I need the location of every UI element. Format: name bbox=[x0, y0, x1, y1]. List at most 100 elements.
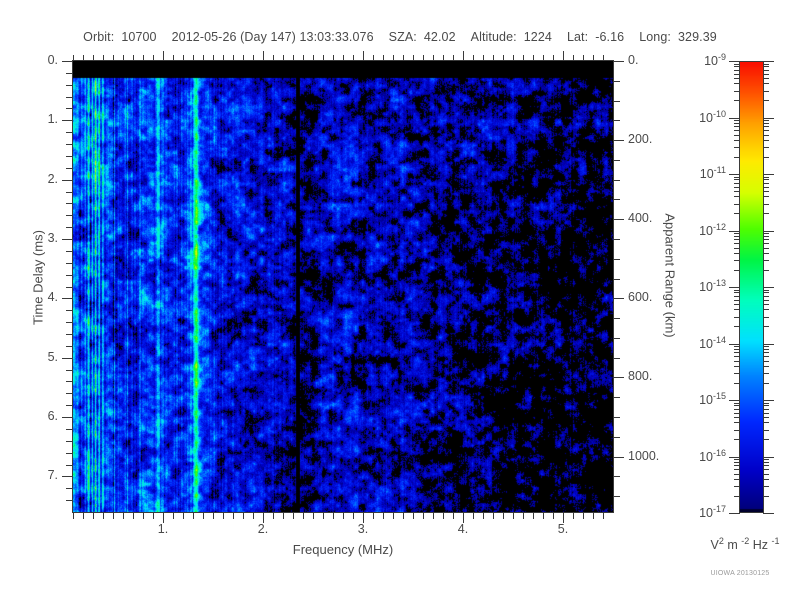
colorbar-tick-minor bbox=[763, 126, 769, 127]
colorbar-tick-label: 10-16 bbox=[699, 448, 726, 464]
y-left-tick-minor bbox=[66, 85, 72, 86]
colorbar-tick-minor bbox=[734, 405, 740, 406]
colorbar-tick-minor bbox=[734, 300, 740, 301]
colorbar-tick-minor bbox=[763, 66, 769, 67]
y-left-tick-major bbox=[62, 180, 72, 181]
y-right-tick-label: 400. bbox=[628, 211, 653, 225]
x-top-tick-minor bbox=[373, 55, 374, 60]
x-top-tick-minor bbox=[203, 55, 204, 60]
x-tick-major bbox=[263, 513, 264, 523]
x-top-tick-major bbox=[363, 51, 364, 60]
y-right-tick-major bbox=[614, 61, 624, 62]
longitude-value: 329.39 bbox=[677, 30, 717, 44]
units-hertz: Hz bbox=[749, 538, 772, 553]
colorbar-tick-minor bbox=[734, 479, 740, 480]
sza-value: 42.02 bbox=[423, 30, 456, 44]
x-tick-minor bbox=[353, 513, 354, 519]
x-tick-minor bbox=[273, 513, 274, 519]
x-tick-minor bbox=[293, 513, 294, 519]
colorbar-tick-minor bbox=[763, 304, 769, 305]
colorbar-tick-minor bbox=[734, 123, 740, 124]
colorbar-tick-minor bbox=[763, 248, 769, 249]
colorbar-tick-minor bbox=[763, 469, 769, 470]
x-tick-minor bbox=[433, 513, 434, 519]
colorbar-tick-major bbox=[729, 287, 740, 288]
y-left-tick-minor bbox=[66, 227, 72, 228]
y-left-tick-label: 6. bbox=[47, 409, 58, 423]
x-tick-minor bbox=[253, 513, 254, 519]
y-left-tick-minor bbox=[66, 97, 72, 98]
x-tick-minor bbox=[283, 513, 284, 519]
x-top-tick-minor bbox=[173, 55, 174, 60]
colorbar-tick-major bbox=[763, 457, 774, 458]
x-top-tick-minor bbox=[533, 55, 534, 60]
y-left-tick-minor bbox=[66, 429, 72, 430]
colorbar-tick-minor bbox=[763, 352, 769, 353]
y-right-tick-minor bbox=[614, 318, 620, 319]
x-top-tick-minor bbox=[353, 55, 354, 60]
colorbar-tick-minor bbox=[734, 243, 740, 244]
x-tick-minor bbox=[593, 513, 594, 519]
units-volts-exponent: 2 bbox=[718, 536, 724, 546]
colorbar-tick-minor bbox=[734, 296, 740, 297]
colorbar-tick-minor bbox=[734, 413, 740, 414]
colorbar-tick-minor bbox=[734, 74, 740, 75]
colorbar-tick-minor bbox=[763, 290, 769, 291]
colorbar-tick-minor bbox=[734, 309, 740, 310]
x-top-tick-minor bbox=[553, 55, 554, 60]
x-top-tick-minor bbox=[223, 55, 224, 60]
x-tick-minor bbox=[443, 513, 444, 519]
units-volts: V bbox=[710, 538, 719, 553]
y-left-tick-label: 4. bbox=[47, 290, 58, 304]
colorbar-tick-minor bbox=[734, 465, 740, 466]
colorbar-tick-minor bbox=[734, 422, 740, 423]
x-tick-label: 2. bbox=[257, 522, 269, 536]
y-left-tick-minor bbox=[66, 346, 72, 347]
colorbar-label-base: 10 bbox=[699, 393, 713, 408]
y-left-tick-minor bbox=[66, 310, 72, 311]
colorbar-tick-minor bbox=[763, 346, 769, 347]
x-top-tick-minor bbox=[583, 55, 584, 60]
y-left-tick-minor bbox=[66, 73, 72, 74]
y-right-tick-minor bbox=[614, 81, 620, 82]
colorbar-tick-minor bbox=[734, 183, 740, 184]
x-top-tick-minor bbox=[233, 55, 234, 60]
y-left-tick-major bbox=[62, 476, 72, 477]
x-tick-minor bbox=[373, 513, 374, 519]
colorbar-tick-minor bbox=[734, 270, 740, 271]
x-tick-minor bbox=[403, 513, 404, 519]
x-top-tick-minor bbox=[113, 55, 114, 60]
colorbar-tick-minor bbox=[734, 196, 740, 197]
orbit-label: Orbit: bbox=[83, 30, 115, 44]
colorbar-tick-minor bbox=[763, 70, 769, 71]
colorbar-tick-major bbox=[763, 231, 774, 232]
colorbar-tick-minor bbox=[734, 326, 740, 327]
x-tick-minor bbox=[233, 513, 234, 519]
colorbar-units-label: V2 m -2 Hz -1 bbox=[690, 536, 800, 552]
units-meters: m bbox=[723, 538, 742, 553]
colorbar-tick-minor bbox=[734, 486, 740, 487]
colorbar-tick-minor bbox=[763, 366, 769, 367]
y-right-tick-label: 600. bbox=[628, 290, 653, 304]
datetime-value: 2012-05-26 (Day 147) 13:03:33.076 bbox=[171, 30, 374, 44]
colorbar-tick-minor bbox=[734, 157, 740, 158]
x-tick-minor bbox=[413, 513, 414, 519]
y-left-tick-minor bbox=[66, 156, 72, 157]
colorbar-tick-major bbox=[763, 61, 774, 62]
colorbar-tick-minor bbox=[763, 78, 769, 79]
colorbar-tick-minor bbox=[734, 187, 740, 188]
x-top-tick-minor bbox=[183, 55, 184, 60]
colorbar-label-base: 10 bbox=[699, 450, 713, 465]
colorbar-tick-minor bbox=[734, 70, 740, 71]
colorbar-tick-minor bbox=[734, 64, 740, 65]
colorbar-tick-minor bbox=[763, 120, 769, 121]
x-top-tick-minor bbox=[143, 55, 144, 60]
colorbar-tick-minor bbox=[734, 100, 740, 101]
x-top-tick-major bbox=[463, 51, 464, 60]
colorbar-tick-label: 10-14 bbox=[699, 335, 726, 351]
units-hertz-exponent: -1 bbox=[771, 536, 780, 546]
x-top-tick-minor bbox=[593, 55, 594, 60]
x-top-tick-minor bbox=[403, 55, 404, 60]
colorbar-label-base: 10 bbox=[699, 506, 713, 521]
colorbar-tick-major bbox=[763, 118, 774, 119]
